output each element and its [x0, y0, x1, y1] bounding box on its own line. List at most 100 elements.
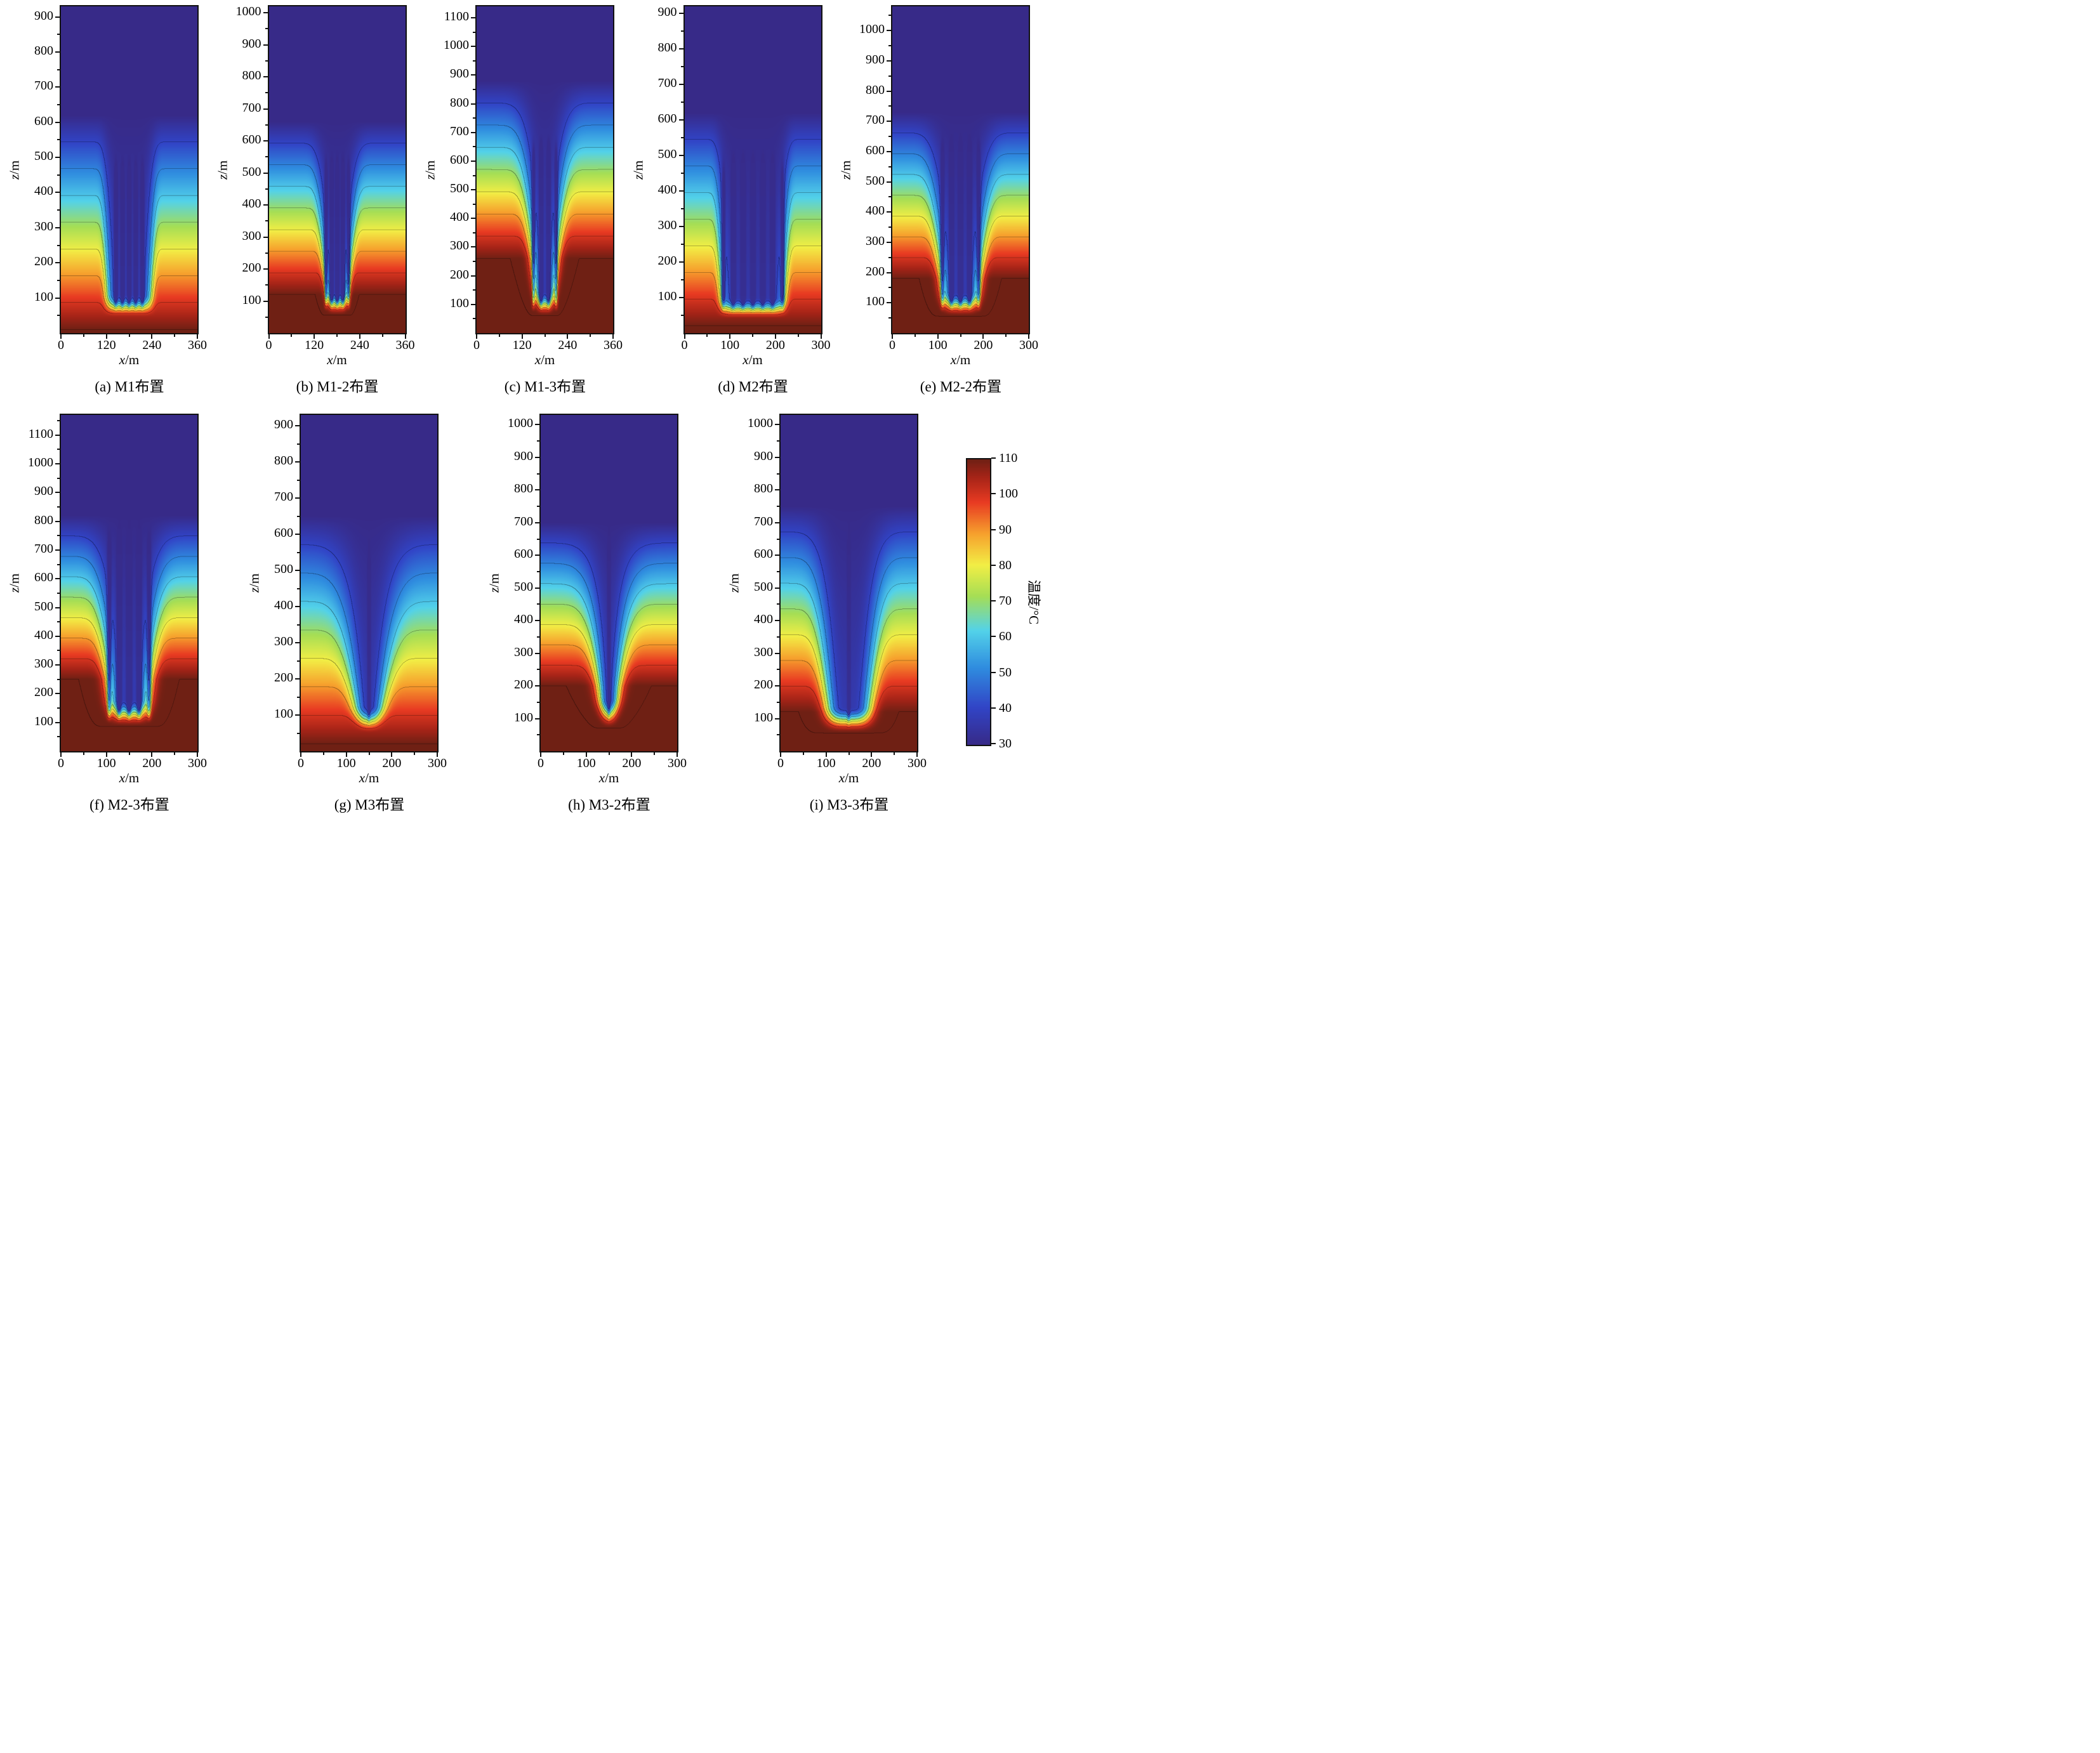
y-major-tick	[887, 150, 891, 152]
y-major-tick	[263, 44, 268, 46]
x-minor-tick	[381, 334, 383, 337]
y-minor-tick	[680, 66, 683, 68]
x-minor-tick	[368, 752, 370, 755]
x-major-tick	[437, 752, 438, 757]
x-minor-tick	[1005, 334, 1007, 337]
y-tick-label: 900	[34, 484, 53, 499]
x-tick-label: 200	[382, 756, 402, 770]
x-major-tick	[540, 752, 541, 757]
x-tick-label: 0	[538, 756, 544, 770]
subplot-caption: (h) M3-2布置	[568, 797, 650, 813]
y-tick-label: 600	[514, 547, 533, 561]
y-tick-label: 400	[514, 612, 533, 627]
x-tick-labels: 0 120 240 360	[58, 334, 207, 352]
y-major-tick	[887, 90, 891, 92]
colorbar-tick	[991, 743, 996, 744]
x-tick-label: 360	[604, 338, 623, 352]
subplot-g: z/m 100 200 300 400 500 600 700 800 900 0 100 200 300…	[246, 414, 452, 814]
x-major-tick	[60, 752, 62, 757]
y-tick-label: 300	[450, 239, 469, 253]
y-tick-label: 700	[450, 124, 469, 138]
y-major-tick	[471, 275, 475, 277]
y-tick-label: 400	[242, 197, 261, 211]
colorbar-tick-label: 90	[999, 522, 1012, 537]
y-tick-label: 200	[754, 678, 773, 692]
y-major-tick	[471, 218, 475, 220]
x-major-tick	[268, 334, 270, 339]
subplot-a: z/m 100 200 300 400 500 600 700 800 900 0 120 240 360…	[6, 5, 212, 396]
x-minor-tick	[83, 334, 84, 337]
y-tick-label: 200	[450, 267, 469, 282]
y-minor-tick	[57, 563, 60, 565]
y-tick-labels: 100 200 300 400 500 600 700 800 900	[647, 5, 683, 332]
y-tick-label: 100	[34, 714, 53, 728]
y-tick-label: 100	[274, 707, 293, 721]
y-major-tick	[263, 140, 268, 142]
y-minor-tick	[265, 220, 268, 222]
figure-root: z/m 100 200 300 400 500 600 700 800 900 0 120 240 360…	[0, 0, 1050, 824]
y-major-tick	[55, 86, 60, 88]
heatmap-canvas-h	[541, 415, 677, 751]
y-minor-tick	[297, 588, 300, 589]
y-tick-label: 800	[242, 69, 261, 83]
y-major-tick	[295, 534, 300, 535]
y-minor-tick	[473, 289, 475, 291]
y-minor-tick	[888, 44, 891, 46]
y-minor-tick	[680, 244, 683, 246]
y-tick-label: 900	[34, 8, 53, 23]
y-major-tick	[887, 302, 891, 304]
y-tick-label: 900	[866, 52, 885, 67]
y-tick-label: 100	[657, 289, 677, 304]
y-axis-label-text: z/m	[630, 160, 645, 180]
y-minor-tick	[537, 669, 539, 671]
y-tick-label: 600	[274, 526, 293, 541]
x-tick-labels: 0 120 240 360	[266, 334, 415, 352]
y-major-tick	[55, 463, 60, 464]
x-tick-label: 200	[765, 338, 785, 352]
y-tick-label: 500	[754, 579, 773, 594]
subplot-caption: (d) M2布置	[718, 379, 788, 395]
x-major-tick	[780, 752, 781, 757]
x-tick-labels: 0 100 200 300	[682, 334, 831, 352]
y-minor-tick	[888, 256, 891, 258]
x-major-tick	[729, 334, 731, 339]
y-minor-tick	[680, 208, 683, 210]
heatmap-canvas-i	[781, 415, 917, 751]
heatmap-plot-h	[535, 414, 678, 757]
y-tick-label: 800	[274, 454, 293, 468]
x-major-tick	[359, 334, 360, 339]
x-axis-label: x/m	[534, 352, 555, 367]
x-minor-tick	[848, 752, 850, 755]
heatmap-plot-e	[887, 5, 1030, 339]
y-tick-labels: 100 200 300 400 500 600 700 800 900	[23, 5, 60, 332]
y-minor-tick	[57, 506, 60, 508]
y-minor-tick	[57, 209, 60, 211]
y-major-tick	[887, 181, 891, 183]
x-tick-label: 0	[889, 338, 895, 352]
x-tick-labels: 0 100 200 300	[889, 334, 1038, 352]
y-tick-labels: 100 200 300 400 500 600 700 800 900 1000	[743, 414, 779, 750]
y-minor-tick	[888, 75, 891, 77]
y-minor-tick	[265, 60, 268, 62]
y-minor-tick	[888, 317, 891, 319]
y-minor-tick	[57, 420, 60, 422]
x-major-tick	[677, 752, 678, 757]
y-major-tick	[55, 607, 60, 608]
y-minor-tick	[537, 701, 539, 703]
y-major-tick	[295, 461, 300, 463]
y-tick-label: 500	[450, 181, 469, 196]
y-minor-tick	[57, 678, 60, 680]
x-tick-label: 100	[816, 756, 836, 770]
y-minor-tick	[57, 104, 60, 106]
y-major-tick	[775, 652, 779, 654]
y-minor-tick	[57, 592, 60, 594]
x-tick-label: 100	[336, 756, 356, 770]
colorbar-tick-label: 30	[999, 737, 1012, 751]
y-tick-label: 900	[514, 449, 533, 463]
y-major-tick	[775, 718, 779, 719]
y-minor-tick	[888, 15, 891, 16]
x-tick-label: 100	[96, 756, 116, 770]
colorbar-tick	[991, 493, 996, 495]
y-tick-label: 900	[754, 449, 773, 463]
y-tick-labels: 100 200 300 400 500 600 700 800 900 1000	[503, 414, 539, 750]
